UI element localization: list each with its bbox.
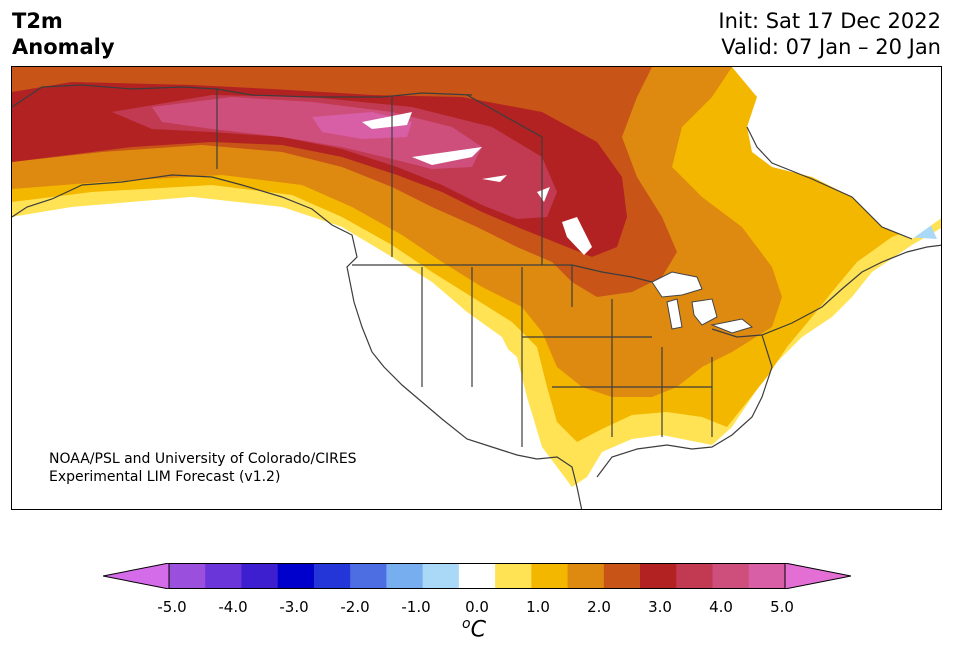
colorbar-cell	[712, 563, 750, 589]
colorbar-tick-label: -3.0	[279, 598, 309, 616]
great-lakes	[651, 271, 754, 334]
colorbar-tick-label: 1.0	[526, 598, 550, 616]
colorbar	[103, 563, 851, 589]
colorbar-tick-label: 2.0	[587, 598, 611, 616]
colorbar-cells	[103, 563, 851, 589]
unit-degree: o	[462, 616, 471, 632]
colorbar-cell	[748, 563, 786, 589]
colorbar-ticks: -5.0 -4.0 -3.0 -2.0 -1.0 0.0 1.0 2.0 3.0 4.0 5.0	[0, 598, 953, 618]
map-credit-line-1: NOAA/PSL and University of Colorado/CIRE…	[49, 451, 357, 467]
colorbar-cell	[422, 563, 460, 589]
colorbar-border	[168, 563, 786, 589]
colorbar-cell	[241, 563, 279, 589]
map-credit-line-2: Experimental LIM Forecast (v1.2)	[49, 469, 280, 485]
colorbar-cell	[640, 563, 677, 589]
colorbar-cell	[169, 563, 206, 589]
boundaries	[12, 84, 941, 509]
colorbar-tick-label: 4.0	[709, 598, 733, 616]
canadian-lakes	[362, 112, 592, 255]
title-line-1: T2m	[12, 9, 63, 33]
colorbar-tick-label: -2.0	[340, 598, 370, 616]
colorbar-tick-label: -4.0	[218, 598, 248, 616]
neutral-region-west	[12, 197, 571, 509]
colorbar-cell	[277, 563, 315, 589]
colorbar-cell	[458, 563, 496, 589]
neutral-region-north	[732, 67, 941, 239]
init-date: Init: Sat 17 Dec 2022	[718, 9, 941, 33]
colorbar-tick-label: -1.0	[401, 598, 431, 616]
colorbar-cell	[313, 563, 351, 589]
valid-period: Valid: 07 Jan – 20 Jan	[721, 35, 941, 59]
colorbar-cell	[676, 563, 714, 589]
colorbar-cell	[567, 563, 605, 589]
colorbar-cell	[205, 563, 242, 589]
colorbar-cell	[495, 563, 532, 589]
colorbar-cell	[531, 563, 569, 589]
map-svg: NOAA/PSL and University of Colorado/CIRE…	[12, 67, 941, 509]
colorbar-tick-label: 0.0	[465, 598, 489, 616]
colorbar-extend-low	[103, 563, 170, 589]
title-line-2: Anomaly	[12, 35, 115, 59]
anomaly-map: NOAA/PSL and University of Colorado/CIRE…	[11, 66, 942, 510]
colorbar-tick-label: -5.0	[157, 598, 187, 616]
colorbar-tick-label: 3.0	[648, 598, 672, 616]
forecast-dates: Init: Sat 17 Dec 2022 Valid: 07 Jan – 20…	[718, 8, 941, 60]
colorbar-cell	[603, 563, 641, 589]
colorbar-extend-high	[784, 563, 851, 589]
colorbar-tick-label: 5.0	[770, 598, 794, 616]
map-title: T2m Anomaly	[12, 8, 115, 60]
unit-letter: C	[470, 617, 486, 643]
colorbar-cell	[386, 563, 424, 589]
colorbar-unit: oC	[462, 616, 486, 642]
colorbar-cell	[350, 563, 387, 589]
